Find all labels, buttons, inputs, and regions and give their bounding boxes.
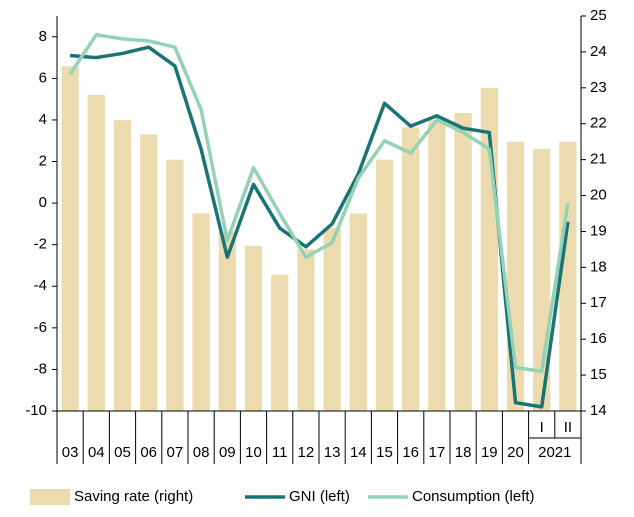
x-tick-label: 15 xyxy=(376,444,393,461)
x-tick-label: 12 xyxy=(298,444,315,461)
y-tick-label: -4 xyxy=(34,277,47,294)
bar xyxy=(375,159,394,411)
y-tick-label: 0 xyxy=(39,194,47,211)
y-tick-label: -10 xyxy=(25,402,47,419)
x-tick-label: 13 xyxy=(324,444,341,461)
legend-swatch xyxy=(30,489,70,505)
line-series xyxy=(68,32,570,374)
bar xyxy=(87,95,105,411)
x-tick-label: 04 xyxy=(88,444,105,461)
y-tick-label: -8 xyxy=(34,360,47,377)
x-tick-label: 06 xyxy=(140,444,157,461)
x-tick-label: II xyxy=(564,419,572,436)
bar xyxy=(402,127,420,412)
y-tick-label: 6 xyxy=(39,69,47,86)
y-tick-label: -6 xyxy=(34,319,47,336)
x-tick-label: 11 xyxy=(272,444,288,461)
y-tick-label: 4 xyxy=(39,111,47,128)
bar xyxy=(454,112,472,412)
bar xyxy=(297,249,315,411)
y2-tick-label: 25 xyxy=(590,7,607,24)
x-tick-label: 03 xyxy=(62,444,79,461)
bar xyxy=(218,231,236,411)
bar xyxy=(559,141,577,411)
x-tick-label: 20 xyxy=(507,444,524,461)
y2-tick-label: 17 xyxy=(590,294,607,311)
x-tick-label: 07 xyxy=(167,444,184,461)
y2-tick-label: 22 xyxy=(590,115,607,132)
bar xyxy=(166,159,184,411)
x-tick-label: 17 xyxy=(429,444,446,461)
x-tick-label: 16 xyxy=(402,444,419,461)
y2-tick-label: 15 xyxy=(590,366,607,383)
y2-tick-label: 16 xyxy=(590,330,607,347)
x-tick-label: 05 xyxy=(114,444,131,461)
y-tick-label: 8 xyxy=(39,28,47,45)
line-series xyxy=(69,45,570,409)
x-tick-label: 10 xyxy=(245,444,262,461)
y2-tick-label: 23 xyxy=(590,79,607,96)
bar xyxy=(323,227,341,411)
bar xyxy=(506,141,525,411)
y-tick-label: 2 xyxy=(39,152,47,169)
group-label: 2021 xyxy=(538,444,571,461)
bar xyxy=(192,213,210,411)
y-tick-label: -2 xyxy=(34,236,47,253)
bar xyxy=(271,274,289,411)
x-tick-label: 08 xyxy=(193,444,210,461)
y2-tick-label: 18 xyxy=(590,258,607,275)
x-tick-label: 09 xyxy=(219,444,236,461)
y2-tick-label: 21 xyxy=(590,151,607,168)
legend-label: Saving rate (right) xyxy=(74,488,193,505)
bar xyxy=(428,120,446,412)
x-tick-label: I xyxy=(540,419,544,436)
x-tick-label: 19 xyxy=(481,444,498,461)
y2-tick-label: 19 xyxy=(590,222,607,239)
legend-label: GNI (left) xyxy=(289,488,350,505)
bar xyxy=(113,120,132,412)
bar xyxy=(244,245,263,411)
x-tick-label: 14 xyxy=(350,444,367,461)
x-tick-label: 18 xyxy=(455,444,472,461)
y2-tick-label: 20 xyxy=(590,187,607,204)
y2-tick-label: 14 xyxy=(590,402,607,419)
bar xyxy=(61,66,79,411)
y2-tick-label: 24 xyxy=(590,43,607,60)
legend-label: Consumption (left) xyxy=(412,488,535,505)
bar xyxy=(140,134,158,411)
bar xyxy=(349,213,367,411)
